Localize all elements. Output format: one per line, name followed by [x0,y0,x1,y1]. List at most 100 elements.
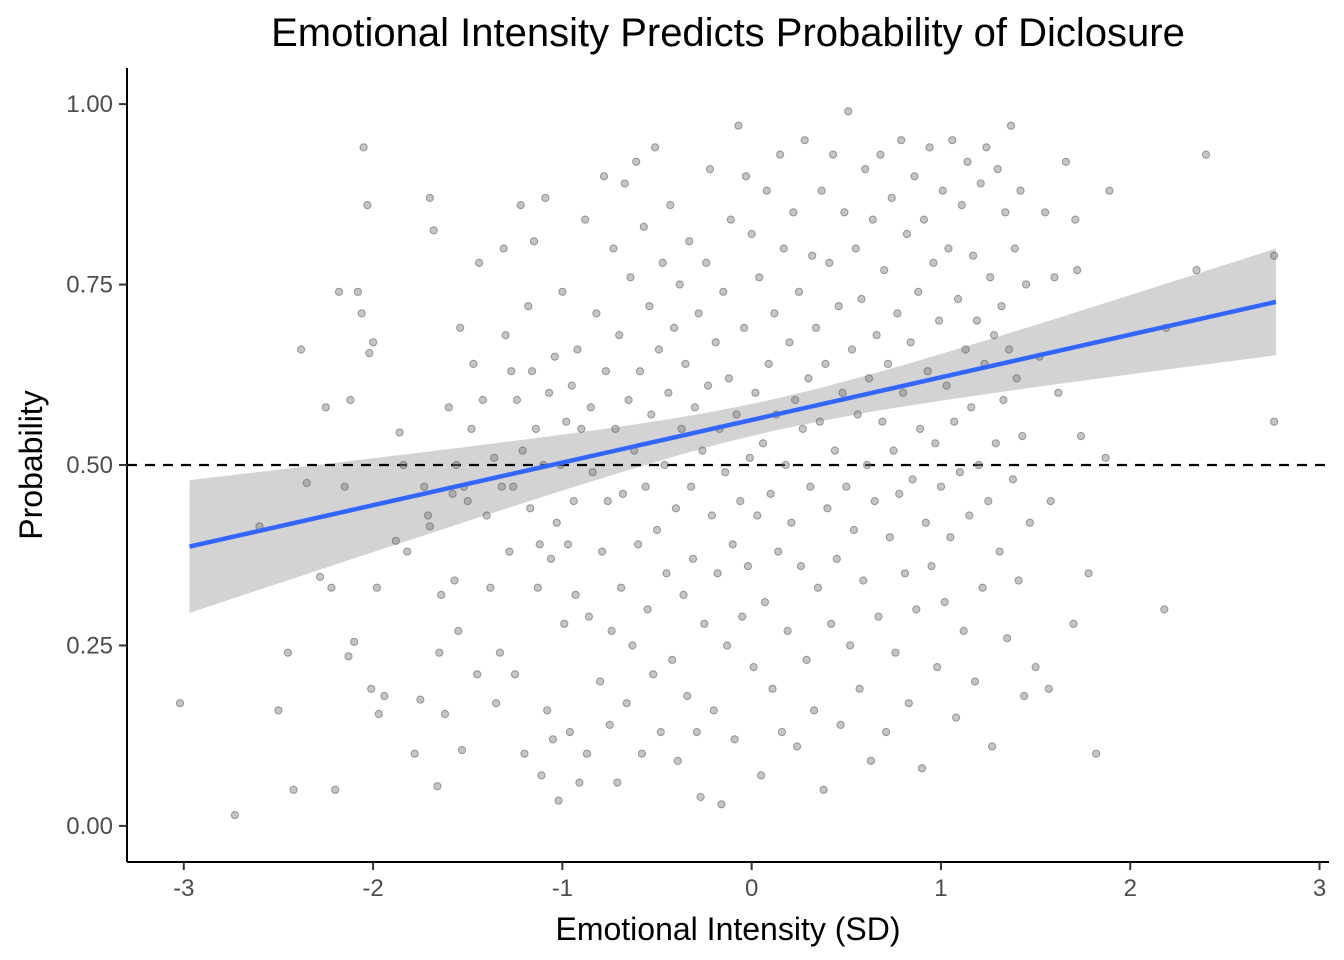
data-point [935,316,944,325]
data-point [372,583,381,592]
data-point [804,374,813,383]
data-point [509,482,518,491]
data-point [1105,186,1114,195]
data-point [1092,749,1101,758]
data-point [878,417,887,426]
data-point [1018,432,1027,441]
data-point [562,417,571,426]
data-point [851,244,860,253]
data-point [649,670,658,679]
data-point [609,244,618,253]
data-point [825,258,834,267]
data-point [440,709,450,719]
data-point [751,388,760,397]
data-point [974,460,983,470]
data-point [855,684,864,693]
data-point [997,302,1006,311]
data-point [435,648,444,657]
data-point [664,388,673,397]
data-point [510,670,520,679]
data-point [647,410,656,419]
data-point [567,381,576,390]
data-point [912,605,921,614]
data-point [552,518,561,527]
data-point [721,468,730,477]
data-point [283,648,292,657]
data-point [838,388,847,397]
data-point [745,453,754,462]
data-point [618,489,628,498]
data-point [730,735,739,744]
data-point [719,287,728,296]
data-point [1016,186,1025,195]
data-point [830,446,840,455]
data-point [787,518,796,527]
data-point [791,395,800,405]
data-point [357,309,366,318]
data-point [1270,417,1279,426]
data-point [581,215,590,224]
data-point [463,497,472,506]
data-point [582,749,592,758]
data-point [607,626,616,636]
data-point [486,583,495,592]
data-point [827,619,836,628]
data-point [575,778,584,787]
data-point [961,345,970,354]
data-point [707,511,717,520]
data-point [615,331,624,340]
data-point [982,143,991,152]
data-point [359,143,368,152]
data-point [916,424,925,433]
x-tick-label: -2 [362,875,383,902]
data-point [1201,150,1211,159]
data-point [469,359,478,368]
data-point [723,641,732,650]
data-point [467,424,476,433]
data-point [456,323,465,332]
data-point [531,424,541,433]
data-point [1012,374,1021,383]
data-point [529,237,539,246]
x-tick-label: 1 [934,875,947,902]
data-point [952,713,961,722]
data-point [660,460,669,470]
data-point [1025,518,1035,527]
data-point [882,728,891,737]
data-point [836,720,845,730]
y-tick-label: 1.00 [66,91,113,118]
data-point [874,612,883,621]
data-point [1084,569,1093,578]
data-point [883,359,893,368]
data-point [899,388,908,397]
data-point [369,338,378,347]
data-point [632,157,641,166]
data-point [365,349,374,358]
data-point [796,562,806,571]
data-point [302,478,311,488]
data-point [806,482,815,491]
data-point [327,583,336,592]
data-point [880,266,889,275]
y-tick-label: 0.25 [66,632,113,659]
x-tick-label: 2 [1124,875,1137,902]
data-point [622,699,631,708]
data-point [976,179,985,188]
data-point [410,749,419,758]
y-tick-label: 0.00 [66,813,113,840]
data-point [586,403,595,412]
data-point [635,367,645,376]
data-point [645,302,654,311]
data-point [800,136,809,145]
data-point [688,554,698,563]
data-point [545,388,554,397]
data-point [866,756,876,766]
data-point [577,424,586,433]
data-point [864,374,874,383]
data-point [1041,208,1050,217]
data-point [815,417,824,426]
data-point [919,215,929,224]
data-point [641,482,650,491]
data-point [617,583,626,592]
data-point [454,626,463,636]
